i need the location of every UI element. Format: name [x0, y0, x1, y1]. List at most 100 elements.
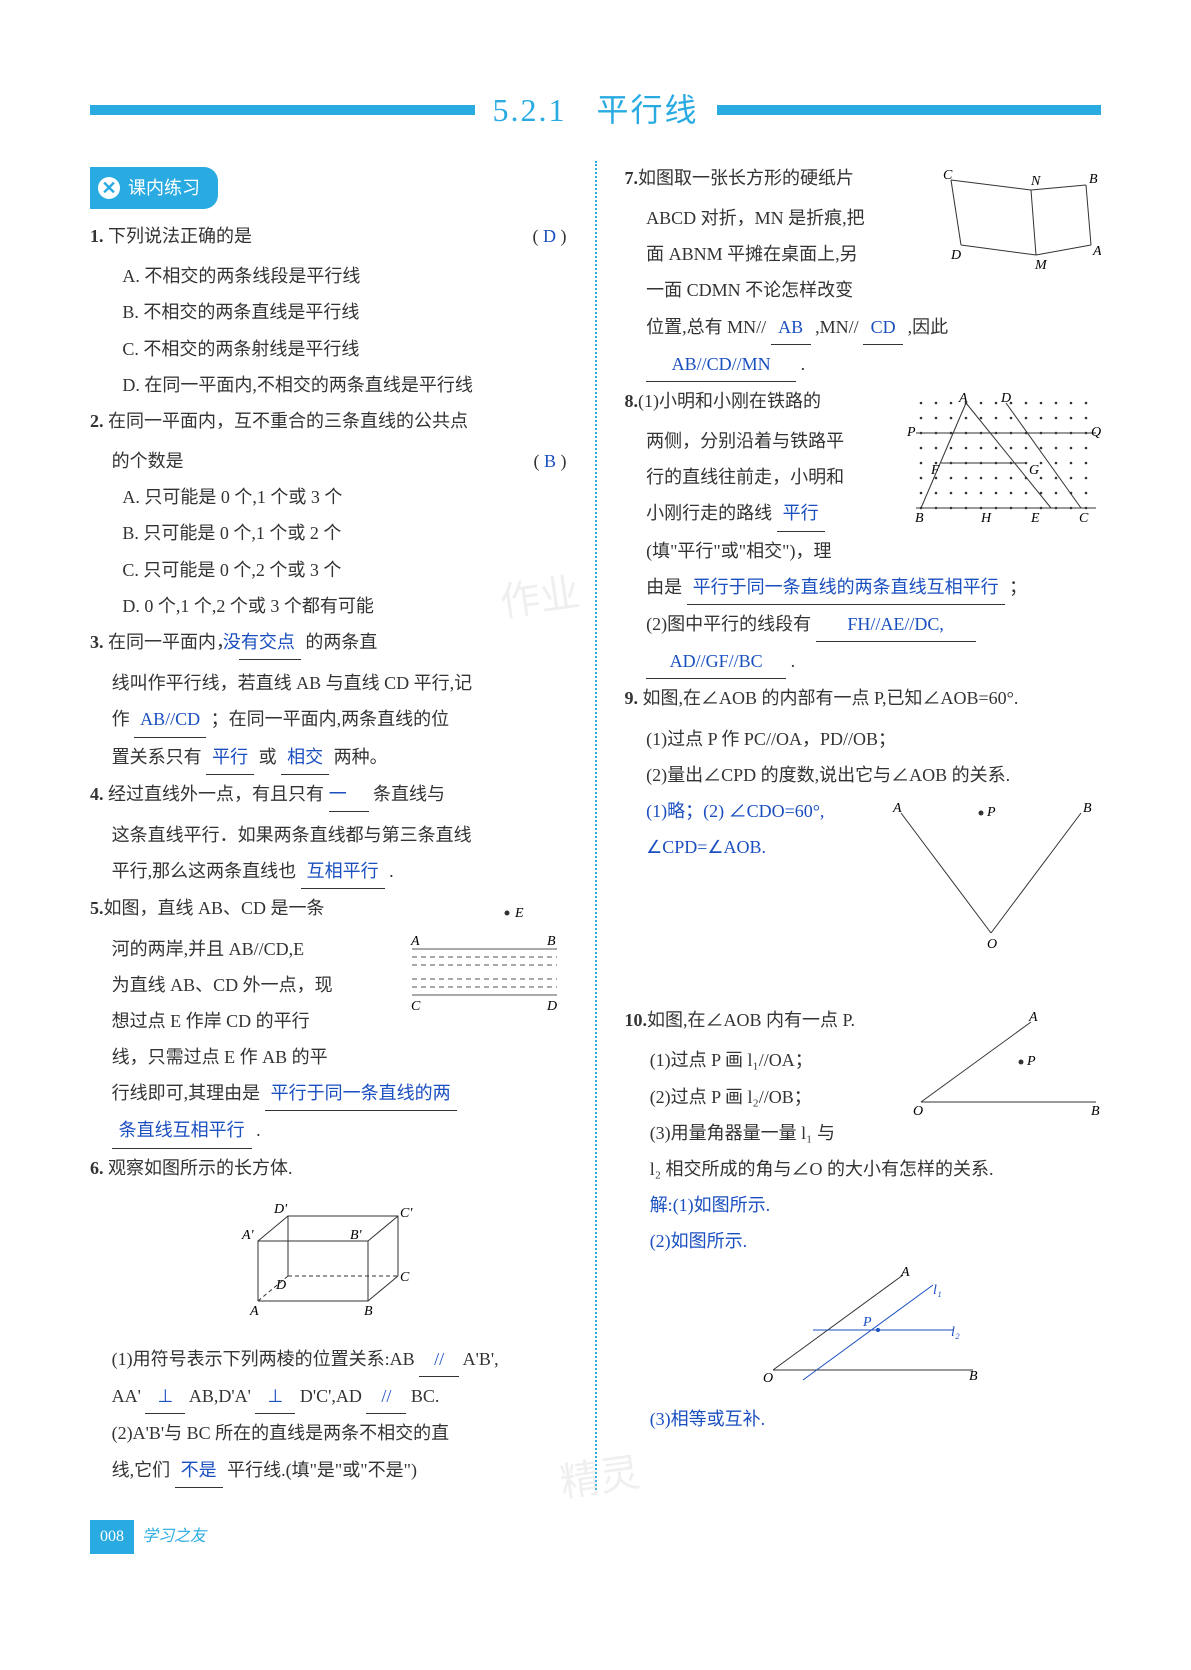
q6-lbl-ap: A'	[241, 1228, 255, 1243]
q10b-l2: l₂	[951, 1325, 960, 1340]
q6-figure-wrap: A B C D A' B' C' D'	[90, 1191, 567, 1342]
q7-t5c: ,因此	[908, 317, 949, 337]
two-column-layout: ✕ 课内练习 1. 下列说法正确的是 ( D ) A. 不相交的两条线段是平行线…	[90, 161, 1101, 1490]
q8-a1: 平行	[777, 496, 825, 531]
q8-l7: (2)图中平行的线段有 FH//AE//DC,	[625, 607, 1102, 642]
q10-p: P	[1026, 1054, 1036, 1069]
question-8: A D P Q F G B H E C 8.(1)小明和小刚在铁路的 两侧，分别…	[625, 384, 1102, 682]
section-tag: ✕ 课内练习	[90, 167, 218, 209]
left-column: ✕ 课内练习 1. 下列说法正确的是 ( D ) A. 不相交的两条线段是平行线…	[90, 161, 567, 1490]
q2-opt-a: A. 只可能是 0 个,1 个或 3 个	[90, 480, 567, 514]
q7-n: N	[1030, 174, 1041, 189]
q9-l1: 如图,在∠AOB 的内部有一点 P,已知∠AOB=60°.	[643, 688, 1019, 708]
q6-a3: ⊥	[255, 1379, 295, 1414]
q4-line3: 平行,那么这两条直线也 互相平行 .	[90, 854, 567, 889]
q8-l8: AD//GF//BC .	[625, 644, 1102, 679]
q4-t3: 平行,那么这两条直线也	[112, 861, 297, 881]
q1-stem: 下列说法正确的是	[108, 226, 252, 246]
q8-t4: 小刚行走的路线	[646, 503, 772, 523]
q5-lbl-e: E	[514, 906, 524, 921]
q4-a1: 一	[329, 777, 369, 812]
q8-p: P	[906, 425, 916, 440]
q10b-a: A	[900, 1265, 910, 1280]
q3-line2: 线叫作平行线，若直线 AB 与直线 CD 平行,记	[90, 666, 567, 700]
q3-a2: AB//CD	[134, 702, 206, 737]
q1-opt-d: D. 在同一平面内,不相交的两条直线是平行线	[90, 368, 567, 402]
q7-a1: AB	[771, 310, 811, 345]
q1-answer: D	[543, 226, 556, 246]
q9-a: A	[892, 801, 902, 816]
q3-a1: 没有交点	[239, 625, 301, 660]
q5-t7: .	[256, 1120, 261, 1140]
section-name: 平行线	[597, 92, 699, 128]
q2-opt-b: B. 只可能是 0 个,1 个或 2 个	[90, 516, 567, 550]
tag-icon: ✕	[98, 177, 120, 199]
q6-lbl-bp: B'	[350, 1228, 363, 1243]
q5-lbl-c: C	[411, 999, 421, 1014]
q8-a: A	[958, 391, 968, 406]
q8-d: D	[1000, 391, 1011, 406]
q8-t6a: 由是	[646, 577, 682, 597]
q6-t2b: AB,D'A'	[189, 1386, 251, 1406]
q10-a2: (2)如图所示.	[625, 1224, 1102, 1258]
q9-figure: P A B O	[881, 798, 1101, 969]
q6-num: 6.	[90, 1158, 104, 1178]
q3-t5: 置关系只有	[112, 747, 202, 767]
q6-line4: 线,它们 不是 平行线.(填"是"或"不是")	[90, 1453, 567, 1488]
q8-e: E	[1030, 511, 1040, 526]
q6-t1: (1)用符号表示下列两棱的位置关系:AB	[112, 1349, 415, 1369]
q4-t2: 条直线与	[373, 784, 445, 804]
section-title-bar: 5.2.1 平行线	[90, 80, 1101, 141]
question-2: 2. 在同一平面内，互不重合的三条直线的公共点	[90, 404, 567, 438]
q5-a1: 平行于同一条直线的两	[265, 1076, 457, 1111]
q9-p: P	[986, 805, 996, 820]
page-brand: 学习之友	[142, 1522, 206, 1552]
q9-answer-fig: P A B O (1)略；(2) ∠CDO=60°, ∠CPD=∠AOB.	[625, 794, 1102, 973]
q1-num: 1.	[90, 226, 104, 246]
q2-opt-c: C. 只可能是 0 个,2 个或 3 个	[90, 553, 567, 587]
q10b-o: O	[763, 1371, 773, 1386]
q8-t7: (2)图中平行的线段有	[646, 614, 811, 634]
question-9: 9. 如图,在∠AOB 的内部有一点 P,已知∠AOB=60°.	[625, 681, 1102, 715]
q8-b: B	[915, 511, 924, 526]
tag-label: 课内练习	[128, 171, 200, 205]
q6-a2: ⊥	[145, 1379, 185, 1414]
q6-line2: AA' ⊥ AB,D'A' ⊥ D'C',AD // BC.	[90, 1379, 567, 1414]
q3-t2: 的两条直	[305, 632, 377, 652]
q10-a3: (3)相等或互补.	[625, 1402, 1102, 1436]
q10-figure-bottom: A P l₁ l₂ O B	[733, 1260, 993, 1390]
q10-l5: l₂ 相交所成的角与∠O 的大小有怎样的关系.	[625, 1152, 1102, 1186]
q6-stem: 观察如图所示的长方体.	[108, 1158, 293, 1178]
q6-a4: //	[366, 1379, 406, 1414]
q8-a3: FH//AE//DC,	[816, 607, 976, 642]
q7-b: B	[1089, 172, 1098, 187]
q8-c: C	[1079, 511, 1089, 526]
rule-right	[717, 105, 1102, 115]
q5-a2: 条直线互相平行	[112, 1113, 252, 1148]
q3-t7: 两种。	[334, 747, 388, 767]
q1-opt-c: C. 不相交的两条射线是平行线	[90, 332, 567, 366]
q10b-p: P	[862, 1315, 872, 1330]
q9-l2: (1)过点 P 作 PC//OA，PD//OB；	[625, 722, 1102, 756]
q8-num: 8.	[625, 391, 639, 411]
q6-lbl-dp: D'	[273, 1202, 288, 1217]
question-4: 4. 经过直线外一点，有且只有 一 条直线与	[90, 777, 567, 812]
q3-num: 3.	[90, 632, 104, 652]
q4-t4: .	[389, 861, 394, 881]
q9-num: 9.	[625, 688, 639, 708]
q8-t8: .	[791, 651, 796, 671]
q7-figure: C N B D M A	[931, 165, 1101, 296]
q2-stem-a: 在同一平面内，互不重合的三条直线的公共点	[108, 411, 468, 431]
spacer	[625, 973, 1102, 1003]
q6-lbl-a: A	[249, 1304, 259, 1319]
q3-t3: 作	[112, 709, 130, 729]
q8-f: F	[930, 463, 940, 478]
q4-t1: 经过直线外一点，有且只有	[108, 784, 324, 804]
right-column: C N B D M A 7.如图取一张长方形的硬纸片 ABCD 对折，MN 是折…	[625, 161, 1102, 1490]
q9-l3: (2)量出∠CPD 的度数,说出它与∠AOB 的关系.	[625, 758, 1102, 792]
q3-a4: 相交	[281, 740, 329, 775]
q7-l5: 位置,总有 MN// AB ,MN// CD ,因此	[625, 310, 1102, 345]
q7-d: D	[950, 248, 961, 263]
q5-lbl-d: D	[546, 999, 557, 1014]
q7-t6: .	[801, 354, 806, 374]
